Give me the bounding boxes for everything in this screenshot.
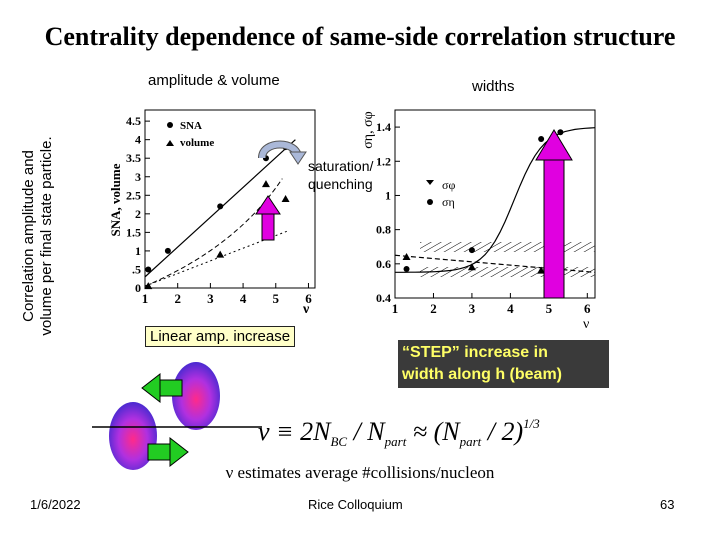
data-point-σφ <box>402 252 411 260</box>
magenta-arrow-left <box>255 195 281 241</box>
magenta-arrow-right <box>535 129 573 299</box>
x-tick-label: 4 <box>507 301 514 316</box>
y-tick-label: 3 <box>135 170 141 184</box>
step-increase-box: “STEP” increase in width along h (beam) <box>398 340 609 388</box>
data-point-ση <box>403 265 410 272</box>
data-point-volume <box>216 250 225 258</box>
collision-illustration <box>92 362 262 470</box>
y-tick-label: 0.4 <box>376 291 391 305</box>
data-point-volume <box>261 180 270 188</box>
x-tick-label: 3 <box>469 301 476 316</box>
y-tick-label: 1.4 <box>376 120 391 134</box>
footer-venue: Rice Colloquium <box>308 497 403 512</box>
chart2-legend-sigma-eta-marker <box>427 199 433 205</box>
green-arrow-left-icon <box>141 372 183 404</box>
saturation-line2: quenching <box>308 176 373 192</box>
data-point-volume <box>144 282 153 290</box>
formula-sub-bc: BC <box>330 434 347 449</box>
formula-approx: ≈ (N <box>406 417 461 446</box>
chart2-legend-sigma-phi: σφ <box>442 178 455 192</box>
fit-line <box>144 230 290 287</box>
y-tick-label: 1.2 <box>376 154 391 168</box>
data-point-σφ <box>537 266 546 274</box>
chart2-legend-sigma-eta: ση <box>442 195 455 209</box>
data-point-ση <box>538 136 545 143</box>
chart2-legend-sigma-phi-marker <box>426 180 434 185</box>
saturation-line1: saturation/ <box>308 158 374 174</box>
y-tick-label: 0 <box>135 281 141 295</box>
data-point-volume <box>281 195 290 202</box>
chart1-legend-volume: volume <box>180 137 214 149</box>
chart1-legend-sna-marker <box>167 122 173 128</box>
x-tick-label: 6 <box>584 301 591 316</box>
y-tick-label: 0.6 <box>376 257 391 271</box>
amplitude-volume-chart: SNA, volume ν 1 2 3 4 5 6 0 .5 1 1.5 2 2.5 3 3.5 4 4.5… <box>108 109 316 317</box>
formula-sup: 1/3 <box>523 416 540 431</box>
y-tick-label: 1 <box>385 188 391 202</box>
y-tick-label: 4 <box>135 133 141 147</box>
chart2-ylabel: ση, σφ <box>361 111 376 149</box>
x-tick-label: 3 <box>207 291 214 306</box>
x-tick-label: 6 <box>305 291 312 306</box>
chart2-hatch-band-upper <box>420 242 595 252</box>
y-tick-label: 4.5 <box>126 114 141 128</box>
linear-amp-increase-box: Linear amp. increase <box>145 326 296 347</box>
chart1-legend-volume-marker <box>166 140 174 146</box>
x-tick-label: 5 <box>546 301 553 316</box>
data-point-sna <box>217 203 224 210</box>
fit-line <box>394 254 596 273</box>
x-tick-label: 1 <box>392 301 399 316</box>
fit-curve <box>144 178 283 287</box>
formula-mid: / N <box>347 417 386 446</box>
formula-sub-part2: part <box>459 434 482 449</box>
chart1-xlabel: ν <box>302 302 310 317</box>
saturation-quenching-label: saturation/ quenching <box>308 157 373 193</box>
y-tick-label: 2 <box>135 207 141 221</box>
chart2-hatch-band-lower <box>420 267 595 277</box>
y-tick-label: 2.5 <box>126 188 141 202</box>
formula-rest: / 2) <box>481 417 523 446</box>
slide-title: Centrality dependence of same-side corre… <box>44 22 676 51</box>
step-line2: width along h (beam) <box>402 366 562 383</box>
x-tick-label: 1 <box>142 291 149 306</box>
x-tick-label: 2 <box>174 291 181 306</box>
data-point-sna <box>145 266 152 273</box>
subtitle-amplitude-volume: amplitude & volume <box>148 72 280 89</box>
x-tick-label: 2 <box>430 301 437 316</box>
data-point-ση <box>557 129 564 136</box>
y-tick-label: 1 <box>135 244 141 258</box>
nucleus-left-ball <box>109 402 157 470</box>
footer-page-number: 63 <box>660 497 675 512</box>
green-arrow-right-icon <box>147 436 189 468</box>
y-tick-label: 1.5 <box>126 225 141 239</box>
data-point-ση <box>468 247 475 254</box>
nucleus-right-ball <box>172 362 220 430</box>
y-tick-label: 0.8 <box>376 223 391 237</box>
y-tick-label: 3.5 <box>126 151 141 165</box>
x-tick-label: 4 <box>240 291 247 306</box>
footer-date: 1/6/2022 <box>30 497 81 512</box>
data-point-σφ <box>467 263 476 271</box>
chart1-legend-sna: SNA <box>180 120 202 132</box>
chart1-ylabel: SNA, volume <box>108 163 123 236</box>
y-tick-label: .5 <box>132 262 141 276</box>
nu-note: ν estimates average #collisions/nucleon <box>225 463 495 482</box>
formula-lhs: ν ≡ 2N <box>258 417 332 446</box>
data-point-sna <box>164 247 171 254</box>
formula-sub-part1: part <box>384 434 407 449</box>
subtitle-widths: widths <box>472 78 515 95</box>
svg-text:ν ≡ 2NBC / Npart ≈ (Npart / 2): ν ≡ 2NBC / Npart ≈ (Npart / 2)1/3 <box>258 416 540 449</box>
step-line1: “STEP” increase in <box>402 344 548 361</box>
widths-chart: ση, σφ ν 1 2 3 4 5 6 0.4 0.6 0.8 1 1.2 1.4 σφ ση <box>361 109 596 332</box>
chart2-xlabel: ν <box>583 317 589 332</box>
nu-formula: ν ≡ 2NBC / Npart ≈ (Npart / 2)1/3 <box>258 416 540 449</box>
saturation-curve-arrow <box>258 140 307 165</box>
x-tick-label: 5 <box>273 291 280 306</box>
